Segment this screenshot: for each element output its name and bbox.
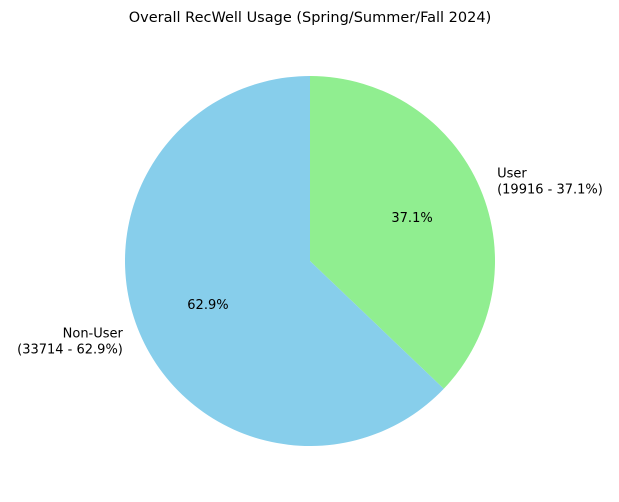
pie-slice-user [310, 76, 496, 389]
pct-label-user: 37.1% [391, 211, 432, 226]
pie-slices [125, 76, 496, 446]
slice-label-non-user: Non-User (33714 - 62.9%) [17, 327, 123, 358]
slice-label-user: User (19916 - 37.1%) [497, 166, 603, 197]
slice-label-line: Non-User [63, 327, 124, 342]
pct-label-non-user: 62.9% [187, 298, 228, 313]
slice-label-line: User [497, 166, 527, 181]
slice-label-line: (19916 - 37.1%) [497, 182, 603, 197]
slice-label-line: (33714 - 62.9%) [17, 343, 123, 358]
pie-slice-non-user [125, 76, 444, 446]
pie-labels: 37.1% User (19916 - 37.1%) 62.9% Non-User (33… [17, 166, 603, 357]
chart-title: Overall RecWell Usage (Spring/Summer/Fal… [129, 10, 491, 26]
